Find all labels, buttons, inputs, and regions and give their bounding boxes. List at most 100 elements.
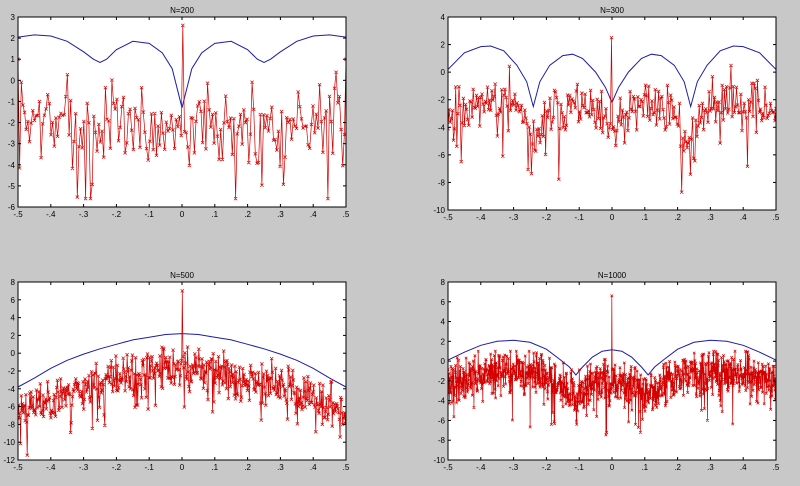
y-tick-label: 8 (441, 278, 446, 287)
y-tick-label: 0 (11, 76, 16, 85)
estimate-series-line (18, 25, 346, 199)
x-tick-label: -.4 (46, 210, 56, 219)
y-tick-label: -6 (8, 203, 16, 212)
estimate-series-line (448, 37, 776, 193)
x-tick-label: .5 (773, 213, 780, 222)
y-tick-label: -10 (433, 206, 445, 215)
y-tick-label: -2 (8, 367, 16, 376)
x-tick-label: -.1 (145, 463, 155, 472)
x-tick-label: -.3 (509, 463, 519, 472)
x-tick-label: .5 (343, 463, 350, 472)
x-tick-label: .5 (773, 463, 780, 472)
periodogram-envelope-line (18, 34, 346, 108)
x-tick-label: .4 (310, 210, 317, 219)
estimate-x-markers (448, 35, 776, 194)
x-tick-label: .3 (277, 210, 284, 219)
y-tick-label: 1 (11, 55, 16, 64)
x-tick-label: 0 (180, 463, 185, 472)
x-tick-label: -.5 (443, 213, 453, 222)
x-tick-label: .4 (310, 463, 317, 472)
x-tick-label: .3 (707, 463, 714, 472)
x-tick-label: -.4 (476, 213, 486, 222)
x-tick-label: .5 (343, 210, 350, 219)
y-tick-label: -10 (3, 438, 15, 447)
x-tick-label: -.3 (79, 210, 89, 219)
y-tick-label: -3 (8, 140, 16, 149)
y-tick-label: -5 (8, 182, 16, 191)
x-tick-label: -.3 (79, 463, 89, 472)
subplot-title: N=300 (600, 6, 624, 15)
y-tick-label: -4 (8, 385, 16, 394)
y-tick-label: -8 (438, 436, 446, 445)
y-tick-label: -12 (3, 456, 15, 465)
x-tick-label: .2 (674, 213, 681, 222)
x-tick-label: -.2 (112, 210, 122, 219)
x-tick-label: .3 (707, 213, 714, 222)
x-tick-label: -.1 (145, 210, 155, 219)
series-group (18, 289, 346, 458)
x-tick-label: .1 (211, 210, 218, 219)
y-tick-label: 8 (11, 278, 16, 287)
y-tick-label: -8 (8, 420, 16, 429)
x-tick-label: .1 (641, 213, 648, 222)
x-tick-label: -.5 (13, 210, 23, 219)
x-tick-label: 0 (610, 213, 615, 222)
estimate-x-markers (448, 294, 776, 437)
plot-area (18, 17, 346, 207)
subplot-n1000: -.5 -.4 -.3 -.2 -.1 0 .1 .2 .3 .4 .5 -10 -8 -6 -4 -2 0 2 4… (433, 271, 779, 472)
x-tick-label: -.3 (509, 213, 519, 222)
x-tick-label: -.4 (46, 463, 56, 472)
x-tick-label: -.1 (575, 213, 585, 222)
estimate-x-markers (18, 289, 346, 458)
y-tick-label: 2 (441, 337, 446, 346)
subplot-n200: -.5 -.4 -.3 -.2 -.1 0 .1 .2 .3 .4 .5 -6 -5 -4 -3 -2 -1 0 1… (8, 6, 350, 219)
x-tick-label: -.1 (575, 463, 585, 472)
y-tick-label: -4 (438, 397, 446, 406)
y-tick-label: -6 (438, 416, 446, 425)
x-tick-label: .4 (740, 213, 747, 222)
x-tick-label: -.5 (443, 463, 453, 472)
x-tick-label: .2 (244, 210, 251, 219)
x-tick-label: -.2 (542, 463, 552, 472)
x-tick-label: -.4 (476, 463, 486, 472)
x-tick-label: -.5 (13, 463, 23, 472)
x-tick-label: -.2 (542, 213, 552, 222)
y-tick-label: 2 (11, 34, 16, 43)
estimate-x-markers (18, 23, 346, 201)
y-tick-label: 4 (11, 314, 16, 323)
series-group (18, 23, 346, 201)
y-tick-label: 0 (11, 349, 16, 358)
subplot-title: N=500 (170, 271, 194, 280)
y-tick-label: 4 (441, 13, 446, 22)
y-tick-label: -10 (433, 456, 445, 465)
series-group (448, 294, 776, 437)
series-group (448, 35, 776, 194)
estimate-series-line (18, 290, 346, 456)
y-tick-label: 0 (441, 68, 446, 77)
x-tick-label: .2 (244, 463, 251, 472)
x-tick-label: -.2 (112, 463, 122, 472)
y-tick-label: 2 (441, 41, 446, 50)
subplot-n500: -.5 -.4 -.3 -.2 -.1 0 .1 .2 .3 .4 .5 -12 -10 -8 -6 -4 -2… (3, 271, 349, 472)
y-tick-label: -6 (8, 403, 16, 412)
x-tick-label: .3 (277, 463, 284, 472)
y-tick-label: -2 (8, 119, 16, 128)
x-tick-label: .4 (740, 463, 747, 472)
x-tick-label: .1 (211, 463, 218, 472)
x-tick-label: 0 (610, 463, 615, 472)
x-tick-label: 0 (180, 210, 185, 219)
y-tick-label: -2 (438, 96, 446, 105)
y-tick-label: 6 (441, 298, 446, 307)
y-tick-label: -4 (438, 123, 446, 132)
y-tick-label: 4 (441, 318, 446, 327)
y-tick-label: 6 (11, 296, 16, 305)
y-tick-label: -1 (8, 97, 16, 106)
y-tick-label: 0 (441, 357, 446, 366)
x-tick-label: .1 (641, 463, 648, 472)
subplot-title: N=200 (170, 6, 194, 15)
y-tick-label: 3 (11, 13, 16, 22)
y-tick-label: -8 (438, 178, 446, 187)
y-tick-label: -6 (438, 151, 446, 160)
x-tick-label: .2 (674, 463, 681, 472)
